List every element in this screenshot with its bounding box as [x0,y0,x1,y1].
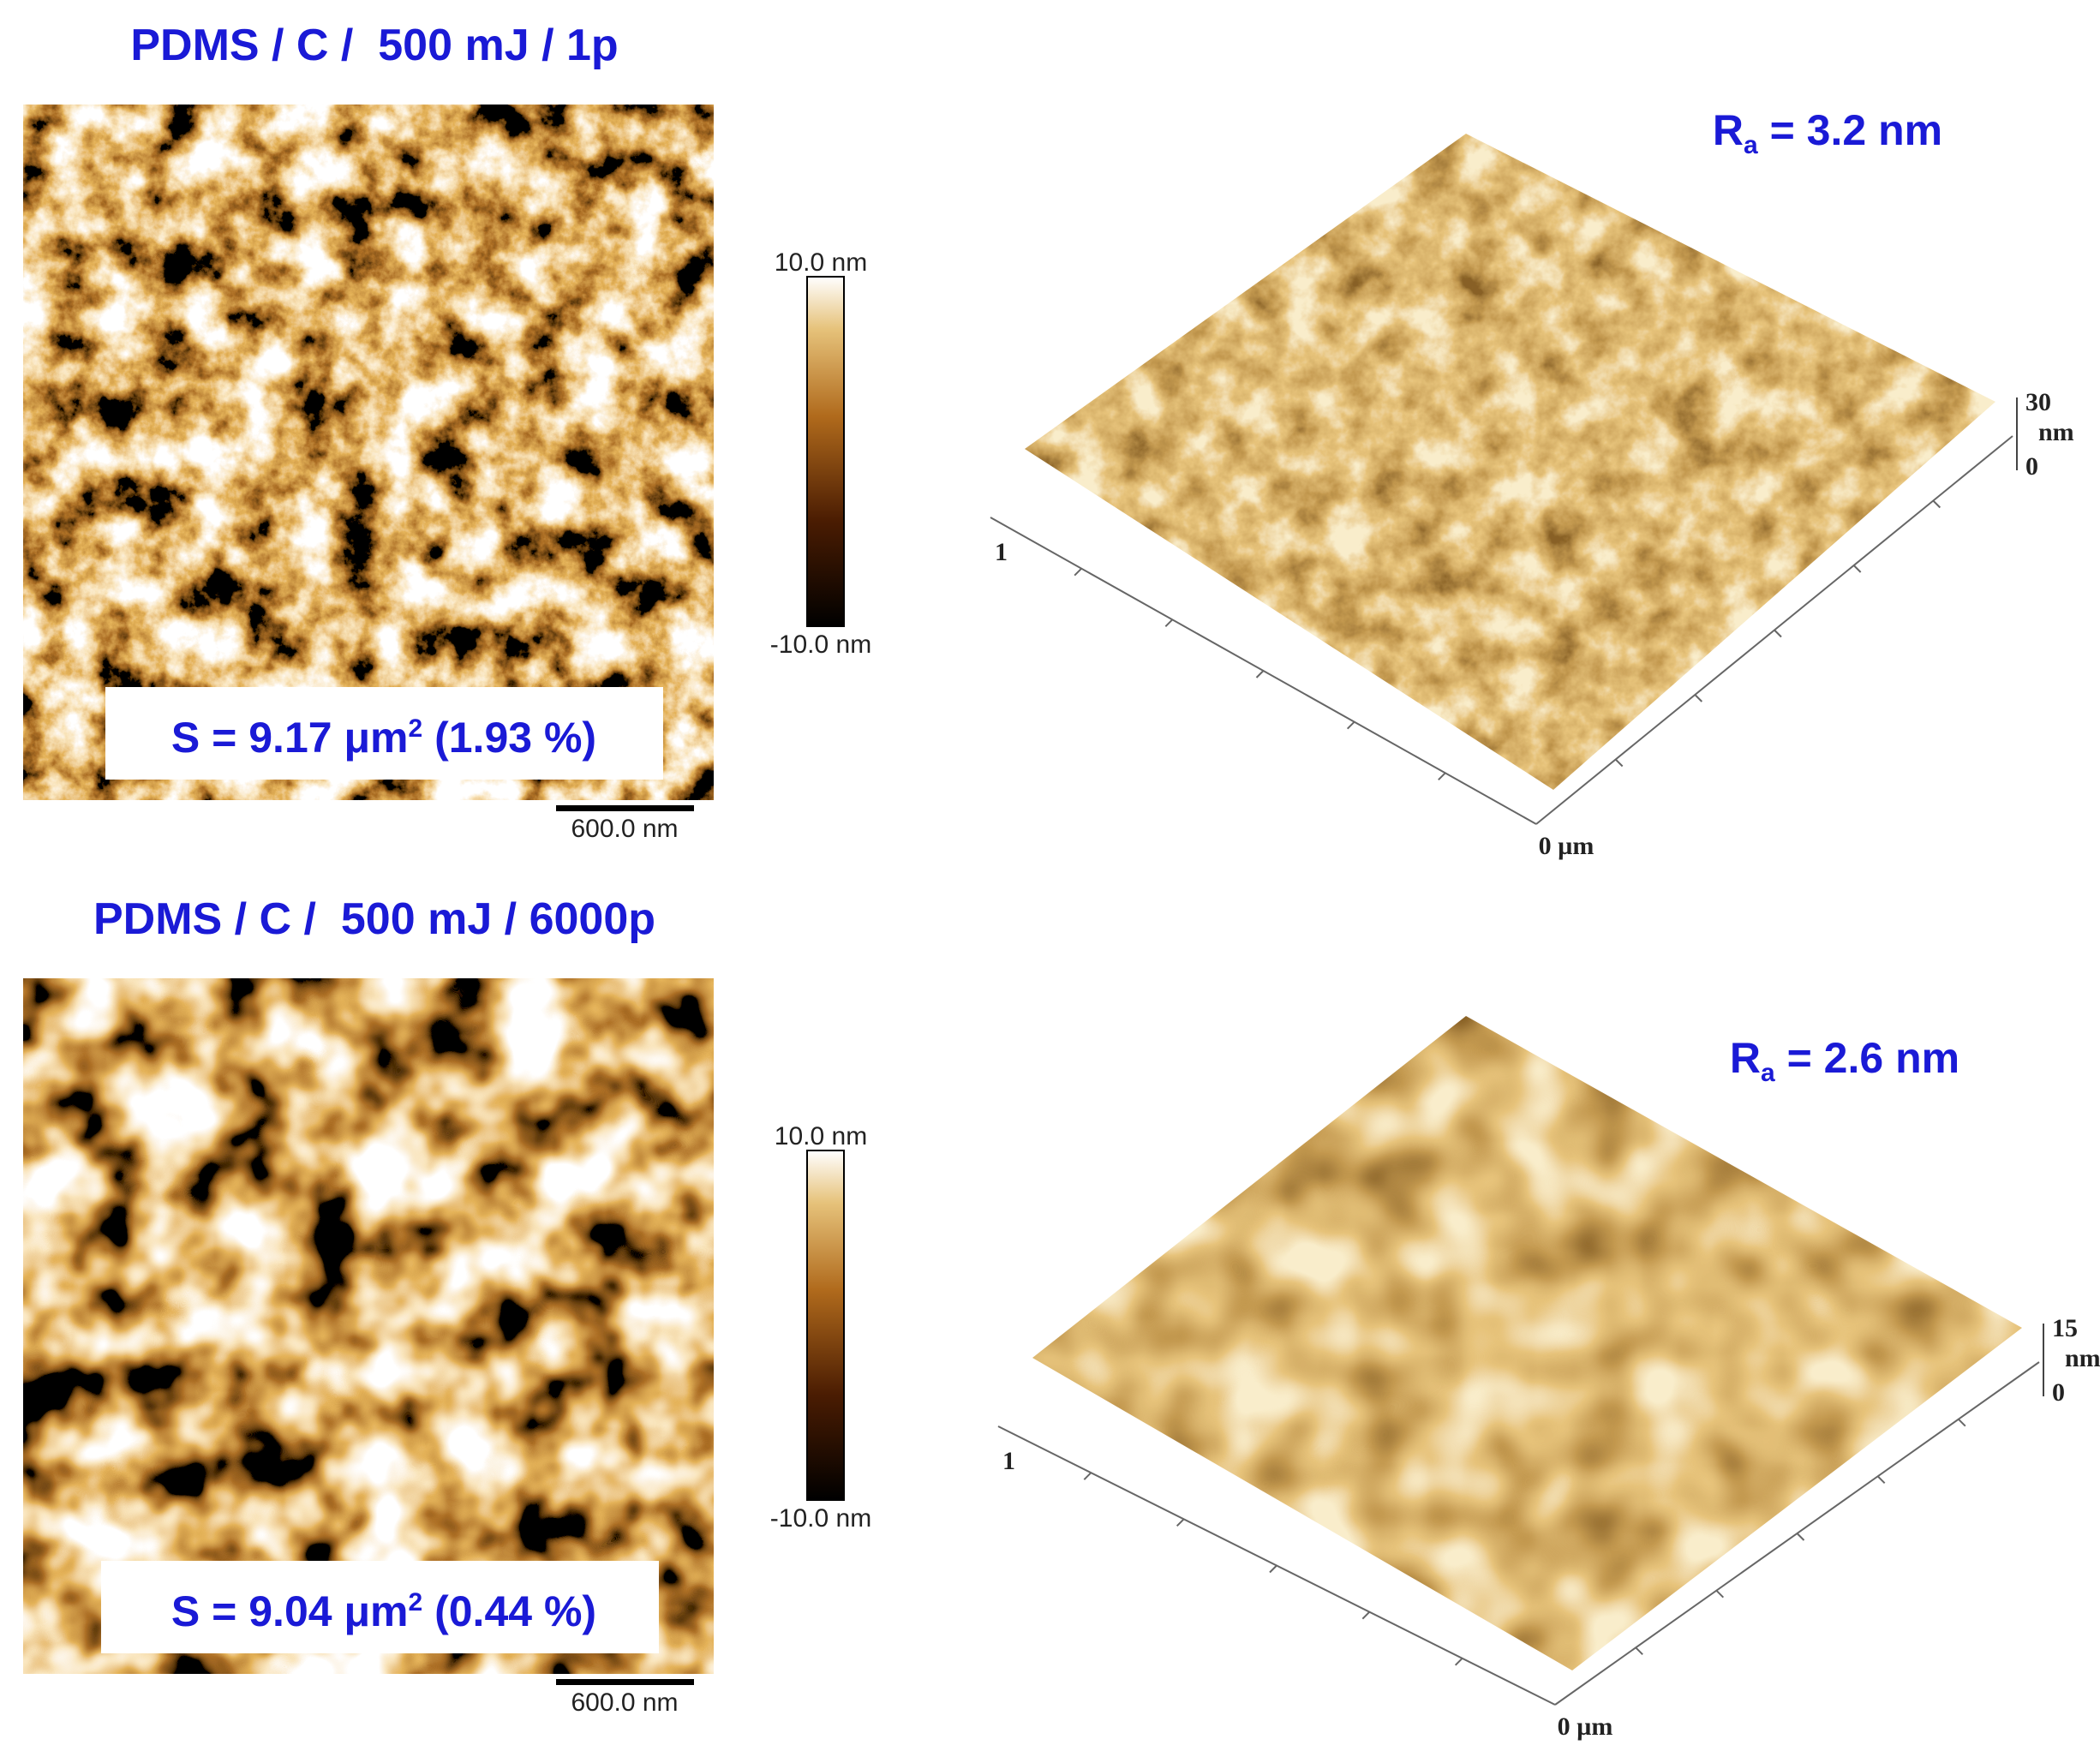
roughness-symbol: R [1730,1034,1761,1082]
afm-height-map [23,105,714,800]
axis-tick [1176,1518,1185,1527]
roughness: Ra = 3.2 nm [1713,106,1942,159]
roughness: Ra = 2.6 nm [1730,1034,1959,1087]
axis-tick [1361,1611,1371,1620]
colorbar-min: -10.0 nm [770,1504,871,1533]
annotation-box [101,1561,659,1653]
z-unit: nm [2065,1344,2100,1372]
y-axis-end: 1 [995,538,1008,566]
superscript: 2 [409,1588,423,1617]
surface-area-value: S = 9.17 μm [171,714,409,762]
z-unit: nm [2038,418,2074,446]
axis-tick [1958,1418,1966,1427]
colorbar-max: 10.0 nm [775,248,867,277]
roughness-symbol: R [1713,106,1744,154]
axis-tick [1796,1533,1805,1541]
axis-tick [1255,670,1265,678]
axis-tick [1454,1658,1463,1666]
z-max: 30 [2025,388,2051,416]
z-min: 0 [2025,452,2038,481]
axis-tick [1083,1472,1092,1480]
surface-area-percent: (1.93 %) [422,714,596,762]
colorbar-max: 10.0 nm [775,1122,867,1150]
scale-bar [556,1679,694,1685]
axis-tick [1715,1589,1725,1599]
roughness-value: = 2.6 nm [1775,1034,1959,1082]
subscript: a [1744,131,1758,159]
afm-3d-surface [1032,1016,2022,1670]
roughness-value: = 3.2 nm [1758,106,1942,154]
axis-tick [1074,567,1082,577]
axis-tick [1774,629,1782,638]
scale-bar [556,805,694,811]
axis-tick [1932,499,1941,509]
panel-title: PDMS / C / 500 mJ / 1p [130,21,618,70]
panel-title: PDMS / C / 500 mJ / 6000p [93,894,655,944]
axis-tick [1694,694,1703,702]
z-max: 15 [2052,1314,2078,1342]
annotation-box [105,687,663,780]
scale-bar-label: 600.0 nm [571,815,678,843]
y-axis-end: 1 [1002,1447,1015,1475]
surface-area: S = 9.04 μm2 (0.44 %) [171,1587,596,1635]
surface-area: S = 9.17 μm2 (1.93 %) [171,714,596,762]
afm-panel: PDMS / C / 500 mJ / 6000p S = 9.04 μm2 (0… [23,894,2100,1741]
axis-tick [1876,1475,1886,1485]
colorbar-min: -10.0 nm [770,630,871,659]
superscript: 2 [409,714,423,743]
colorbar [806,276,845,627]
axis-tick [1438,772,1446,781]
origin-label: 0 µm [1539,832,1594,860]
surface-area-percent: (0.44 %) [422,1587,596,1635]
afm-panel: PDMS / C / 500 mJ / 1p S = 9.17 μm2 (1.93… [23,21,2074,860]
axis-tick [1635,1646,1643,1656]
z-min: 0 [2052,1378,2065,1407]
axis-tick [1269,1564,1277,1574]
axis-tick [1614,758,1624,768]
colorbar [806,1150,845,1501]
axis-tick [1852,565,1862,573]
afm-height-map [23,978,714,1674]
surface-area-value: S = 9.04 μm [171,1587,409,1635]
afm-3d-surface [1025,134,1995,790]
subscript: a [1761,1059,1775,1087]
axis-tick [1164,619,1174,628]
scale-bar-label: 600.0 nm [571,1688,678,1717]
axis-tick [1346,720,1355,730]
origin-label: 0 µm [1558,1712,1613,1741]
